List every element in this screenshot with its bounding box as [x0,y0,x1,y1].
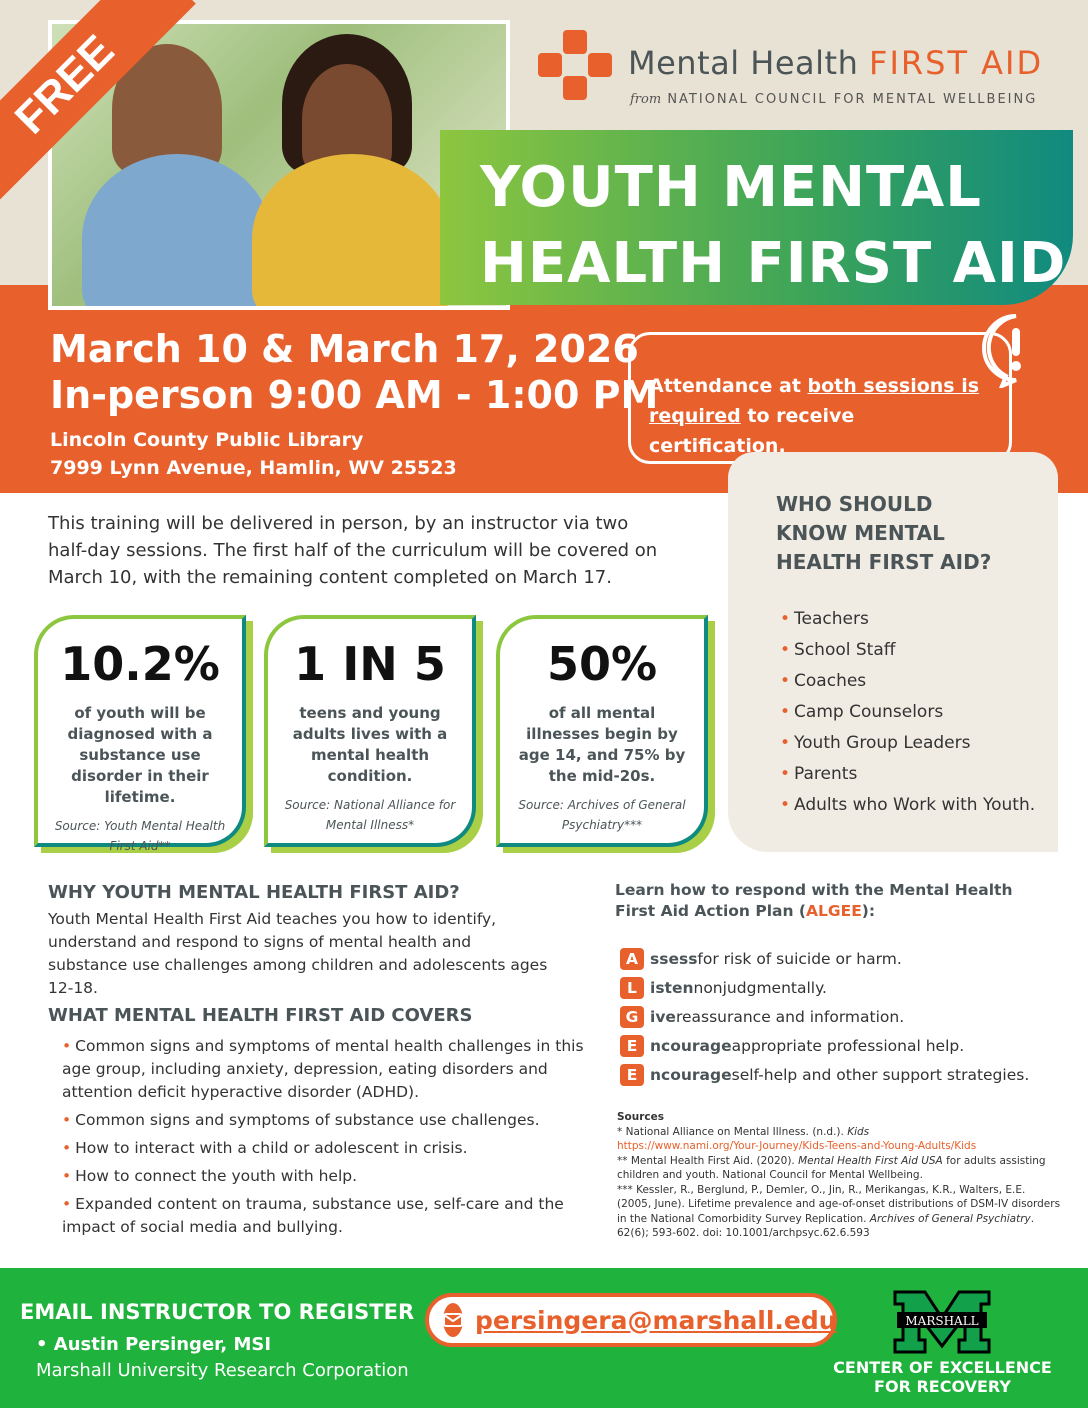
register-heading: EMAIL INSTRUCTOR TO REGISTER [20,1300,415,1324]
list-item: • School Staff [780,640,896,660]
title-banner [440,130,1073,305]
email-link[interactable]: persingera@marshall.edu [475,1305,837,1335]
page-title: YOUTH MENTAL HEALTH FIRST AID [480,155,1067,296]
covers-heading: WHAT MENTAL HEALTH FIRST AID COVERS [48,1005,473,1026]
list-item: • Common signs and symptoms of substance … [62,1111,540,1129]
email-button[interactable]: persingera@marshall.edu [425,1293,837,1347]
stat-source: Source: Archives of General Psychiatry**… [518,798,686,832]
center-of-excellence-label: CENTER OF EXCELLENCE FOR RECOVERY [833,1358,1052,1396]
stat-card: 50% of all mental illnesses begin by age… [496,615,708,847]
list-item: • How to connect the youth with help. [62,1167,358,1185]
stat-description: of youth will be diagnosed with a substa… [67,704,213,806]
algee-heading: Learn how to respond with the Mental Hea… [615,881,1013,920]
svg-text:MARSHALL: MARSHALL [905,1314,978,1328]
marshall-logo: MARSHALL [893,1290,991,1354]
covers-list: • Common signs and symptoms of mental hea… [62,1035,592,1244]
list-item: • Coaches [780,671,867,691]
stat-card: 10.2% of youth will be diagnosed with a … [34,615,246,853]
mhfa-cross-logo-icon [538,30,612,100]
why-paragraph: Youth Mental Health First Aid teaches yo… [48,910,548,997]
attendance-notice: Attendance at both sessions is required t… [628,332,1012,464]
envelope-icon [443,1303,463,1337]
mhfa-logo-title: Mental Health FIRST AID [628,44,1044,82]
stat-value: 10.2% [60,637,220,691]
sources-heading: Sources [617,1111,665,1123]
audience-list: • Teachers • School Staff • Coaches • Camp C… [780,604,1035,821]
list-item: • Camp Counselors [780,702,944,722]
stat-source: Source: Youth Mental Health First Aid** [54,819,226,853]
stat-value: 1 IN 5 [294,637,446,691]
sources: Sources * National Alliance on Mental Il… [617,1111,1061,1239]
list-item: • Adults who Work with Youth. [780,795,1036,815]
alert-speech-bubble-icon [982,314,1021,388]
why-heading: WHY YOUTH MENTAL HEALTH FIRST AID? [48,882,460,903]
list-item: • Teachers [780,609,869,629]
instructor-name: • Austin Persinger, MSI [36,1334,272,1355]
stat-source: Source: National Alliance for Mental Ill… [284,798,456,832]
intro-paragraph: This training will be delivered in perso… [48,513,658,588]
list-item: • Youth Group Leaders [780,733,971,753]
list-item: • Common signs and symptoms of mental hea… [62,1037,584,1101]
event-venue: Lincoln County Public Library 7999 Lynn A… [50,429,457,479]
stat-description: of all mental illnesses begin by age 14,… [518,704,686,785]
stat-card: 1 IN 5 teens and young adults lives with… [264,615,476,847]
list-item: • How to interact with a child or adolesc… [62,1139,468,1157]
list-item: • Expanded content on trauma, substance u… [62,1195,564,1236]
event-datetime: March 10 & March 17, 2026 In-person 9:00 … [50,327,659,417]
stat-value: 50% [546,637,658,691]
mhfa-logo-subtitle: from NATIONAL COUNCIL FOR MENTAL WELLBEI… [630,92,1038,107]
stat-description: teens and young adults lives with a ment… [292,704,448,785]
nami-link[interactable]: https://www.nami.org/Your-Journey/Kids-T… [617,1140,977,1152]
instructor-org: Marshall University Research Corporation [36,1360,409,1381]
audience-panel: WHO SHOULD KNOW MENTAL HEALTH FIRST AID?… [728,452,1058,852]
audience-heading: WHO SHOULD KNOW MENTAL HEALTH FIRST AID? [776,492,992,574]
list-item: • Parents [780,764,858,784]
